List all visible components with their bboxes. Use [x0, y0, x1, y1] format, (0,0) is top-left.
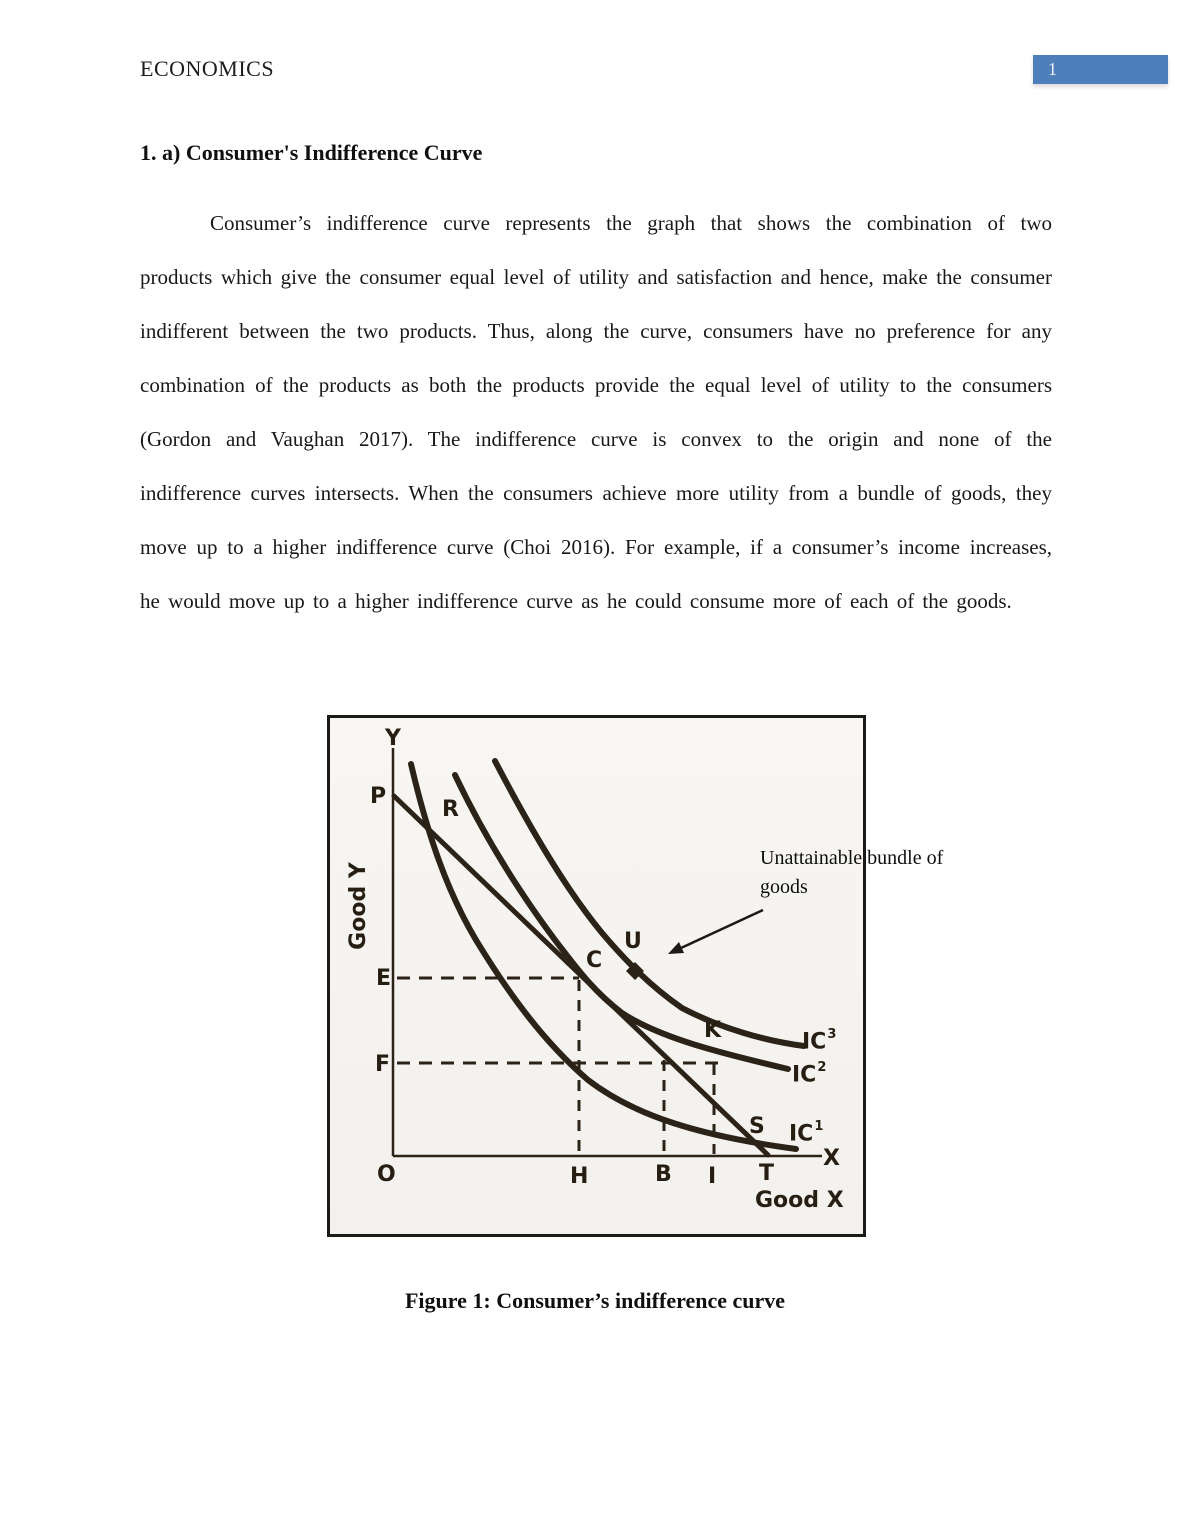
body-paragraph: Consumer’s indifference curve represents…: [140, 211, 1052, 613]
point-label-r: R: [442, 797, 459, 822]
point-label-u: U: [624, 929, 642, 954]
indifference-curve-diagram: [391, 748, 822, 1158]
ic2-label: IC2: [792, 1060, 827, 1088]
point-label-b: B: [655, 1162, 672, 1187]
ic3-curve: [492, 758, 807, 1049]
figure-frame: Y X Good Y Good X O P R C U K S E F H B …: [327, 715, 943, 1237]
point-label-s: S: [749, 1114, 765, 1139]
ic3-label: IC3: [802, 1027, 837, 1055]
point-label-i: I: [708, 1164, 717, 1189]
x-axis-arrow-label: X: [823, 1146, 840, 1171]
annotation-arrow-line: [680, 908, 764, 950]
point-label-k: K: [704, 1018, 722, 1043]
ic3-label-base: IC: [802, 1029, 827, 1055]
ic1-curve: [408, 761, 799, 1152]
point-label-p: P: [370, 784, 387, 809]
running-header-title: ECONOMICS: [140, 56, 275, 81]
ic1-label-base: IC: [789, 1121, 814, 1147]
point-label-f: F: [375, 1052, 391, 1077]
point-label-t: T: [759, 1161, 775, 1186]
ic2-label-sup: 2: [817, 1060, 827, 1075]
origin-label: O: [377, 1162, 396, 1187]
figure-annotation: Unattainable bundle of goods: [760, 847, 944, 898]
figure-caption: Figure 1: Consumer’s indifference curve: [404, 1288, 786, 1313]
point-label-h: H: [570, 1164, 589, 1189]
page-number: 1: [1048, 59, 1057, 79]
y-axis-title: Good Y: [346, 862, 371, 950]
ic1-label-sup: 1: [814, 1119, 824, 1134]
ic2-label-base: IC: [792, 1062, 817, 1088]
u-point-dot: [626, 962, 644, 980]
x-axis-title: Good X: [755, 1188, 844, 1213]
y-axis-arrow-label: Y: [385, 726, 401, 751]
point-label-c: C: [586, 948, 603, 973]
ic1-label: IC1: [789, 1119, 824, 1147]
ic3-label-sup: 3: [827, 1027, 837, 1042]
page-number-badge: 1: [1033, 55, 1168, 84]
ic2-curve: [452, 772, 791, 1072]
section-heading: 1. a) Consumer's Indifference Curve: [140, 140, 483, 165]
annotation-arrowhead: [668, 942, 684, 954]
point-label-e: E: [376, 966, 392, 991]
